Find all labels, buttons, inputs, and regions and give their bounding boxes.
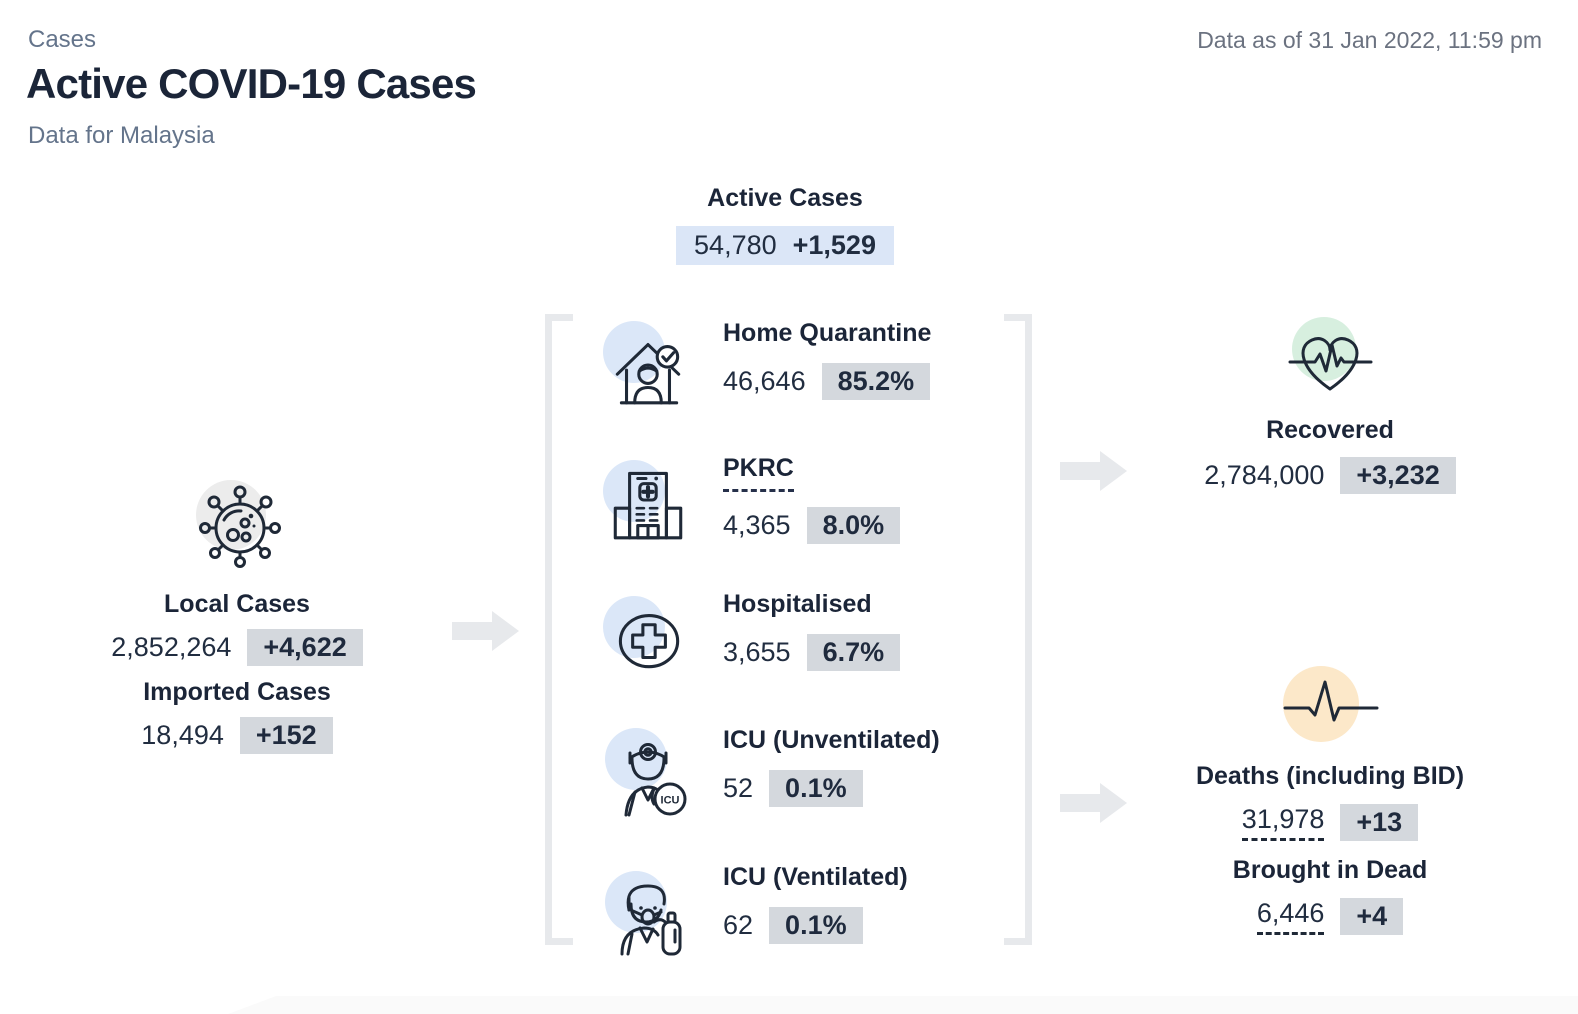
page-subtitle: Data for Malaysia — [28, 122, 215, 149]
pulse-line-icon — [1275, 666, 1385, 742]
pkrc-label[interactable]: PKRC — [723, 454, 794, 492]
medical-cross-icon — [603, 590, 695, 682]
local-cases-label: Local Cases — [164, 590, 310, 618]
icu-unventilated-value: 52 — [723, 772, 754, 803]
home-quarantine-icon — [603, 319, 695, 411]
heartbeat-heart-icon — [1282, 317, 1378, 399]
local-cases-value: 2,852,264 — [111, 632, 232, 662]
hospital-building-icon — [603, 454, 695, 546]
hospitalised-pct-badge: 6.7% — [806, 633, 901, 671]
imported-cases-value: 18,494 — [141, 720, 224, 750]
active-cases-badge: 54,780 +1,529 — [676, 226, 894, 265]
local-cases-delta-badge: +4,622 — [247, 629, 363, 666]
bracket-right — [1004, 314, 1032, 945]
icu-ventilated-row: 62 0.1% — [723, 906, 908, 944]
icu-doctor-icon: ICU — [603, 726, 695, 820]
deaths-label: Deaths (including BID) — [1195, 762, 1465, 790]
breakdown-row-hospitalised: Hospitalised 3,655 6.7% — [603, 590, 901, 682]
active-cases-breakdown: Home Quarantine 46,646 85.2% — [545, 314, 1032, 956]
brought-in-dead-delta-badge: +4 — [1340, 898, 1404, 935]
hospitalised-label: Hospitalised — [723, 590, 872, 618]
deaths-block: Deaths (including BID) 31,978 +13 Brough… — [1130, 666, 1530, 935]
breakdown-row-icu-ventilated: ICU (Ventilated) 62 0.1% — [603, 863, 908, 957]
hospitalised-value: 3,655 — [723, 636, 791, 667]
next-section-edge — [228, 996, 1578, 1014]
recovered-block: Recovered 2,784,000 +3,232 — [1130, 317, 1530, 494]
imported-cases-label: Imported Cases — [143, 678, 331, 706]
recovered-label: Recovered — [1266, 416, 1394, 444]
home-quarantine-row: 46,646 85.2% — [723, 362, 931, 400]
icu-ventilated-label: ICU (Ventilated) — [723, 863, 908, 891]
recovered-delta-badge: +3,232 — [1340, 457, 1456, 494]
bracket-left — [545, 314, 573, 945]
icu-unventilated-label: ICU (Unventilated) — [723, 726, 940, 754]
arrow-right-icon — [1060, 451, 1127, 491]
home-quarantine-value: 46,646 — [723, 365, 806, 396]
page-title: Active COVID-19 Cases — [26, 60, 477, 107]
breadcrumb: Cases — [28, 26, 97, 53]
deaths-row: 31,978 +13 — [1130, 804, 1530, 841]
icu-ventilated-pct-badge: 0.1% — [769, 906, 863, 944]
pkrc-row: 4,365 8.0% — [723, 506, 901, 544]
arrow-right-icon — [452, 611, 519, 651]
case-source-block: Local Cases 2,852,264 +4,622 Imported Ca… — [87, 478, 387, 754]
data-timestamp: Data as of 31 Jan 2022, 11:59 pm — [1197, 27, 1542, 53]
deaths-value[interactable]: 31,978 — [1241, 804, 1325, 841]
ventilator-patient-icon — [603, 863, 695, 957]
arrow-right-icon — [1060, 783, 1127, 823]
brought-in-dead-label: Brought in Dead — [1232, 856, 1428, 884]
breakdown-row-home-quarantine: Home Quarantine 46,646 85.2% — [603, 319, 931, 411]
home-quarantine-pct-badge: 85.2% — [821, 362, 931, 400]
active-cases-label: Active Cases — [707, 184, 863, 212]
pkrc-value: 4,365 — [723, 509, 791, 540]
active-cases-value: 54,780 — [694, 230, 777, 260]
icu-ventilated-value: 62 — [723, 909, 754, 940]
icu-unventilated-row: 52 0.1% — [723, 769, 940, 807]
icu-unventilated-pct-badge: 0.1% — [769, 769, 863, 807]
pkrc-pct-badge: 8.0% — [806, 506, 901, 544]
deaths-delta-badge: +13 — [1340, 804, 1419, 841]
imported-cases-row: 18,494 +152 — [87, 717, 387, 754]
breakdown-row-pkrc: PKRC 4,365 8.0% — [603, 454, 901, 546]
active-cases-delta: +1,529 — [792, 230, 876, 260]
recovered-value: 2,784,000 — [1204, 460, 1325, 490]
virus-icon — [190, 478, 285, 573]
hospitalised-row: 3,655 6.7% — [723, 633, 901, 671]
home-quarantine-label: Home Quarantine — [723, 319, 932, 347]
recovered-row: 2,784,000 +3,232 — [1130, 457, 1530, 494]
imported-cases-delta-badge: +152 — [239, 717, 333, 754]
active-cases-block: Active Cases 54,780 +1,529 — [585, 184, 985, 265]
brought-in-dead-row: 6,446 +4 — [1130, 898, 1530, 935]
svg-text:ICU: ICU — [661, 795, 680, 807]
brought-in-dead-value[interactable]: 6,446 — [1256, 898, 1325, 935]
breakdown-row-icu-unventilated: ICU ICU (Unventilated) 52 0.1% — [603, 726, 940, 820]
local-cases-row: 2,852,264 +4,622 — [87, 629, 387, 666]
